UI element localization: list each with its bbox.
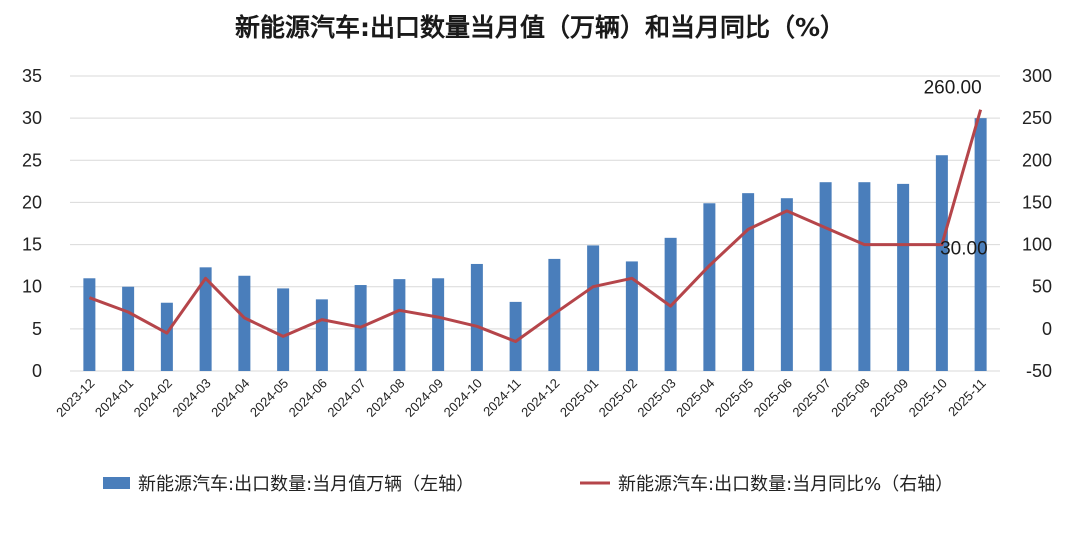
x-tick-label: 2024-08 — [363, 376, 407, 420]
grid-lines — [70, 75, 1000, 372]
bar — [432, 278, 445, 371]
x-tick-label: 2025-01 — [557, 376, 601, 420]
bar — [625, 261, 638, 371]
bar — [819, 182, 832, 371]
bar — [935, 155, 948, 371]
left-tick-label: 20 — [22, 192, 42, 212]
legend-bar-label: 新能源汽车:出口数量:当月值万辆（左轴） — [138, 474, 474, 495]
x-tick-label: 2024-01 — [92, 376, 136, 420]
bar — [509, 301, 522, 371]
x-tick-label: 2025-04 — [673, 376, 717, 420]
x-tick-label: 2024-03 — [169, 376, 213, 420]
left-tick-label: 25 — [22, 150, 42, 170]
bar — [199, 267, 212, 371]
line-series — [88, 109, 983, 343]
x-tick-label: 2025-10 — [906, 376, 950, 420]
x-tick-label: 2025-09 — [867, 376, 911, 420]
left-tick-label: 10 — [22, 277, 42, 297]
right-tick-label: 300 — [1022, 66, 1052, 86]
bar — [587, 245, 600, 371]
chart-title: 新能源汽车:出口数量当月值（万辆）和当月同比（%） — [235, 13, 845, 42]
bar — [897, 183, 910, 371]
bar — [238, 275, 251, 371]
bar — [83, 278, 96, 371]
bar-series — [83, 118, 987, 372]
bar — [122, 286, 135, 371]
bar — [470, 263, 483, 371]
x-tick-label: 2024-06 — [286, 376, 330, 420]
bar — [858, 182, 871, 371]
x-tick-label: 2024-12 — [518, 376, 562, 420]
x-tick-label: 2025-03 — [634, 376, 678, 420]
x-tick-label: 2025-08 — [828, 376, 872, 420]
x-tick-label: 2024-10 — [441, 376, 485, 420]
data-label: 30.00 — [940, 239, 988, 260]
bar — [393, 279, 406, 371]
yoy-line — [88, 109, 983, 343]
right-tick-label: -50 — [1026, 361, 1052, 381]
bar — [315, 299, 328, 371]
x-tick-label: 2024-04 — [208, 376, 252, 420]
x-tick-label: 2023-12 — [53, 376, 97, 420]
x-tick-label: 2025-06 — [751, 376, 795, 420]
left-tick-label: 0 — [32, 361, 42, 381]
right-axis-ticks: -50 0 50 100 150 200 250 300 — [1022, 66, 1052, 381]
right-tick-label: 100 — [1022, 235, 1052, 255]
x-axis-ticks: 2023-122024-012024-022024-032024-042024-… — [53, 376, 989, 420]
bar — [160, 302, 173, 371]
data-labels: 260.00 30.00 — [924, 78, 988, 260]
data-label: 260.00 — [924, 78, 982, 99]
left-tick-label: 15 — [22, 235, 42, 255]
bar — [277, 288, 290, 371]
bar — [703, 203, 716, 371]
x-tick-label: 2024-07 — [324, 376, 368, 420]
legend-bar-swatch — [103, 477, 130, 489]
legend-line-label: 新能源汽车:出口数量:当月同比%（右轴） — [618, 474, 953, 495]
x-tick-label: 2025-07 — [789, 376, 833, 420]
bar — [780, 198, 793, 371]
x-tick-label: 2025-02 — [596, 376, 640, 420]
right-tick-label: 200 — [1022, 150, 1052, 170]
x-tick-label: 2024-11 — [480, 376, 524, 420]
right-tick-label: 250 — [1022, 108, 1052, 128]
x-tick-label: 2024-09 — [402, 376, 446, 420]
x-tick-label: 2024-05 — [247, 376, 291, 420]
x-tick-label: 2024-02 — [131, 376, 175, 420]
bar — [742, 193, 755, 371]
bar — [974, 118, 987, 372]
right-tick-label: 50 — [1032, 277, 1052, 297]
right-tick-label: 0 — [1042, 319, 1052, 339]
left-tick-label: 5 — [32, 319, 42, 339]
left-tick-label: 30 — [22, 108, 42, 128]
x-tick-label: 2025-11 — [945, 376, 989, 420]
x-tick-label: 2025-05 — [712, 376, 756, 420]
right-tick-label: 150 — [1022, 192, 1052, 212]
left-axis-ticks: 0 5 10 15 20 25 30 35 — [22, 66, 42, 381]
left-tick-label: 35 — [22, 66, 42, 86]
legend: 新能源汽车:出口数量:当月值万辆（左轴） 新能源汽车:出口数量:当月同比%（右轴… — [103, 474, 953, 495]
